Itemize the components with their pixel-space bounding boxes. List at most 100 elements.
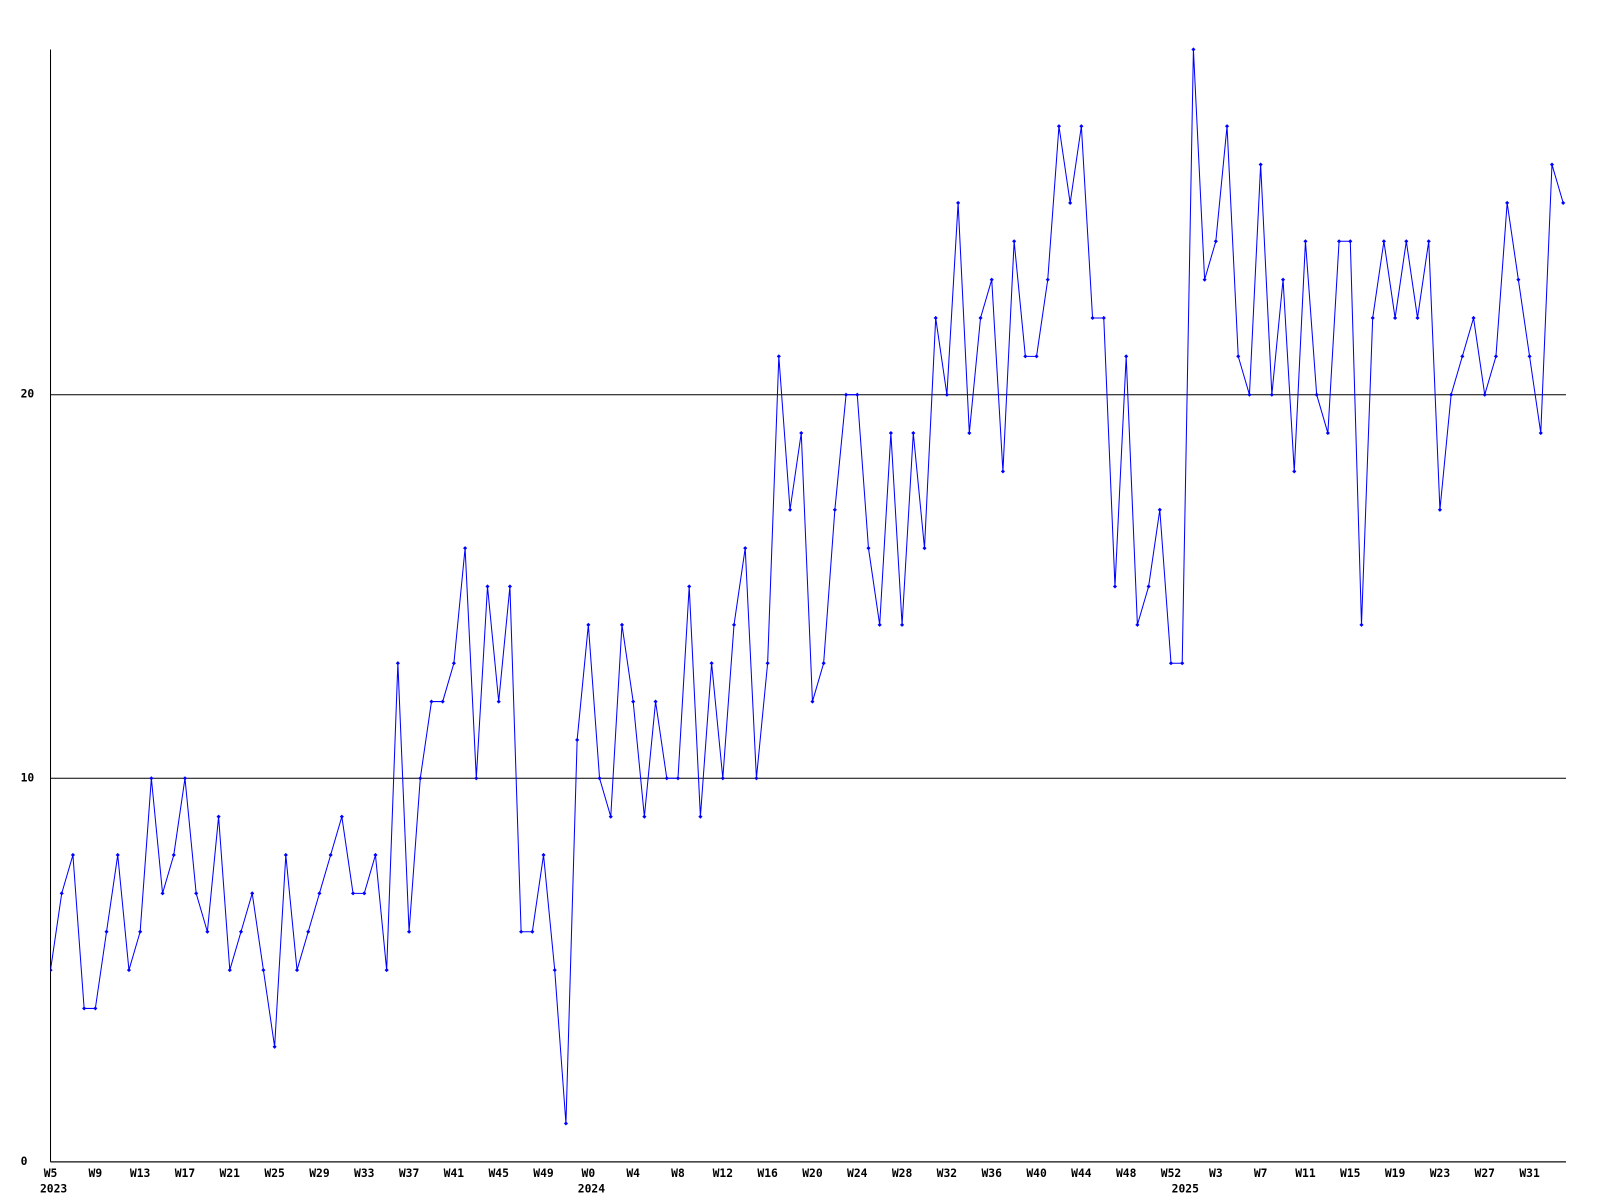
data-point — [1303, 239, 1308, 244]
x-tick-label: W5 — [44, 1166, 58, 1180]
data-point — [496, 699, 501, 704]
data-point — [933, 315, 938, 321]
data-point — [1449, 392, 1454, 397]
data-point — [1549, 162, 1555, 167]
x-tick-label: W3 — [1209, 1166, 1223, 1180]
x-group-label: 2023 — [40, 1182, 67, 1196]
data-point — [922, 546, 927, 551]
data-point — [250, 891, 255, 896]
data-point — [160, 891, 165, 896]
data-point — [731, 622, 737, 627]
data-point — [261, 968, 266, 973]
x-tick-label: W31 — [1519, 1166, 1540, 1180]
x-group-label: 2025 — [1172, 1182, 1199, 1196]
x-tick-label: W19 — [1385, 1166, 1406, 1180]
data-point — [855, 392, 860, 397]
x-tick-label: W4 — [626, 1166, 640, 1180]
data-point — [799, 430, 804, 436]
data-point — [1112, 584, 1118, 589]
data-point — [956, 200, 961, 205]
data-point — [149, 776, 154, 781]
data-point — [776, 354, 781, 359]
data-point — [1056, 124, 1062, 129]
x-tick-label: W41 — [444, 1166, 465, 1180]
data-point — [138, 929, 143, 934]
data-point — [182, 776, 188, 781]
data-point — [866, 546, 871, 551]
x-tick-label: W52 — [1161, 1166, 1181, 1180]
data-point — [1426, 239, 1431, 244]
data-point — [810, 699, 815, 704]
x-tick-label: W13 — [130, 1166, 151, 1180]
x-tick-label: W28 — [892, 1166, 913, 1180]
data-point — [474, 776, 479, 781]
data-point — [1292, 469, 1297, 474]
data-point — [1269, 392, 1274, 397]
data-point — [1000, 469, 1005, 474]
data-point — [82, 1006, 87, 1011]
data-point — [978, 315, 983, 321]
data-point — [1012, 239, 1017, 244]
data-point — [911, 430, 916, 436]
data-point — [59, 891, 64, 896]
data-point — [1124, 354, 1129, 359]
data-point — [664, 776, 669, 781]
x-tick-label: W9 — [89, 1166, 103, 1180]
data-point — [1023, 354, 1028, 359]
data-point — [944, 392, 949, 397]
x-tick-label: W44 — [1071, 1166, 1092, 1180]
data-point — [1482, 392, 1487, 397]
data-point — [989, 277, 994, 282]
data-line — [50, 49, 1564, 1124]
y-tick-label: 0 — [21, 1154, 28, 1168]
data-point — [1538, 430, 1543, 436]
data-point — [1079, 124, 1084, 129]
x-tick-label: W37 — [399, 1166, 419, 1180]
x-tick-label: W20 — [802, 1166, 823, 1180]
data-point — [350, 891, 356, 896]
x-tick-label: W36 — [981, 1166, 1002, 1180]
data-point — [1437, 507, 1442, 512]
data-point — [1359, 622, 1364, 627]
data-point — [238, 929, 244, 934]
data-point — [418, 776, 423, 781]
x-group-label: 2024 — [578, 1182, 605, 1196]
data-point — [395, 661, 400, 666]
x-tick-label: W48 — [1116, 1166, 1137, 1180]
x-tick-label: W23 — [1430, 1166, 1451, 1180]
data-point — [631, 699, 636, 704]
data-point — [1247, 392, 1252, 397]
data-point — [1381, 239, 1386, 244]
data-point — [1101, 315, 1106, 321]
data-point — [205, 929, 210, 934]
y-tick-label: 10 — [21, 770, 35, 784]
data-point — [384, 968, 389, 973]
data-point — [709, 661, 714, 666]
x-tick-label: W32 — [937, 1166, 957, 1180]
data-point — [451, 661, 456, 666]
data-point — [1493, 354, 1499, 359]
x-tick-label: W29 — [309, 1166, 330, 1180]
x-tick-label: W0 — [582, 1166, 596, 1180]
data-point — [294, 968, 300, 973]
data-point — [877, 622, 882, 627]
x-tick-label: W40 — [1026, 1166, 1047, 1180]
data-point — [698, 814, 703, 819]
series — [50, 47, 1566, 1126]
data-point — [1516, 277, 1521, 282]
data-point — [967, 430, 972, 436]
data-point — [675, 776, 681, 781]
data-point — [463, 546, 468, 551]
data-point — [70, 852, 75, 858]
data-point — [1280, 277, 1286, 282]
data-point — [1505, 200, 1510, 205]
data-point — [407, 929, 412, 934]
data-point — [832, 507, 837, 512]
data-point — [485, 584, 490, 589]
data-point — [283, 852, 288, 858]
data-point — [720, 776, 725, 781]
data-point — [227, 968, 232, 973]
data-point — [530, 929, 535, 934]
data-point — [821, 661, 826, 666]
